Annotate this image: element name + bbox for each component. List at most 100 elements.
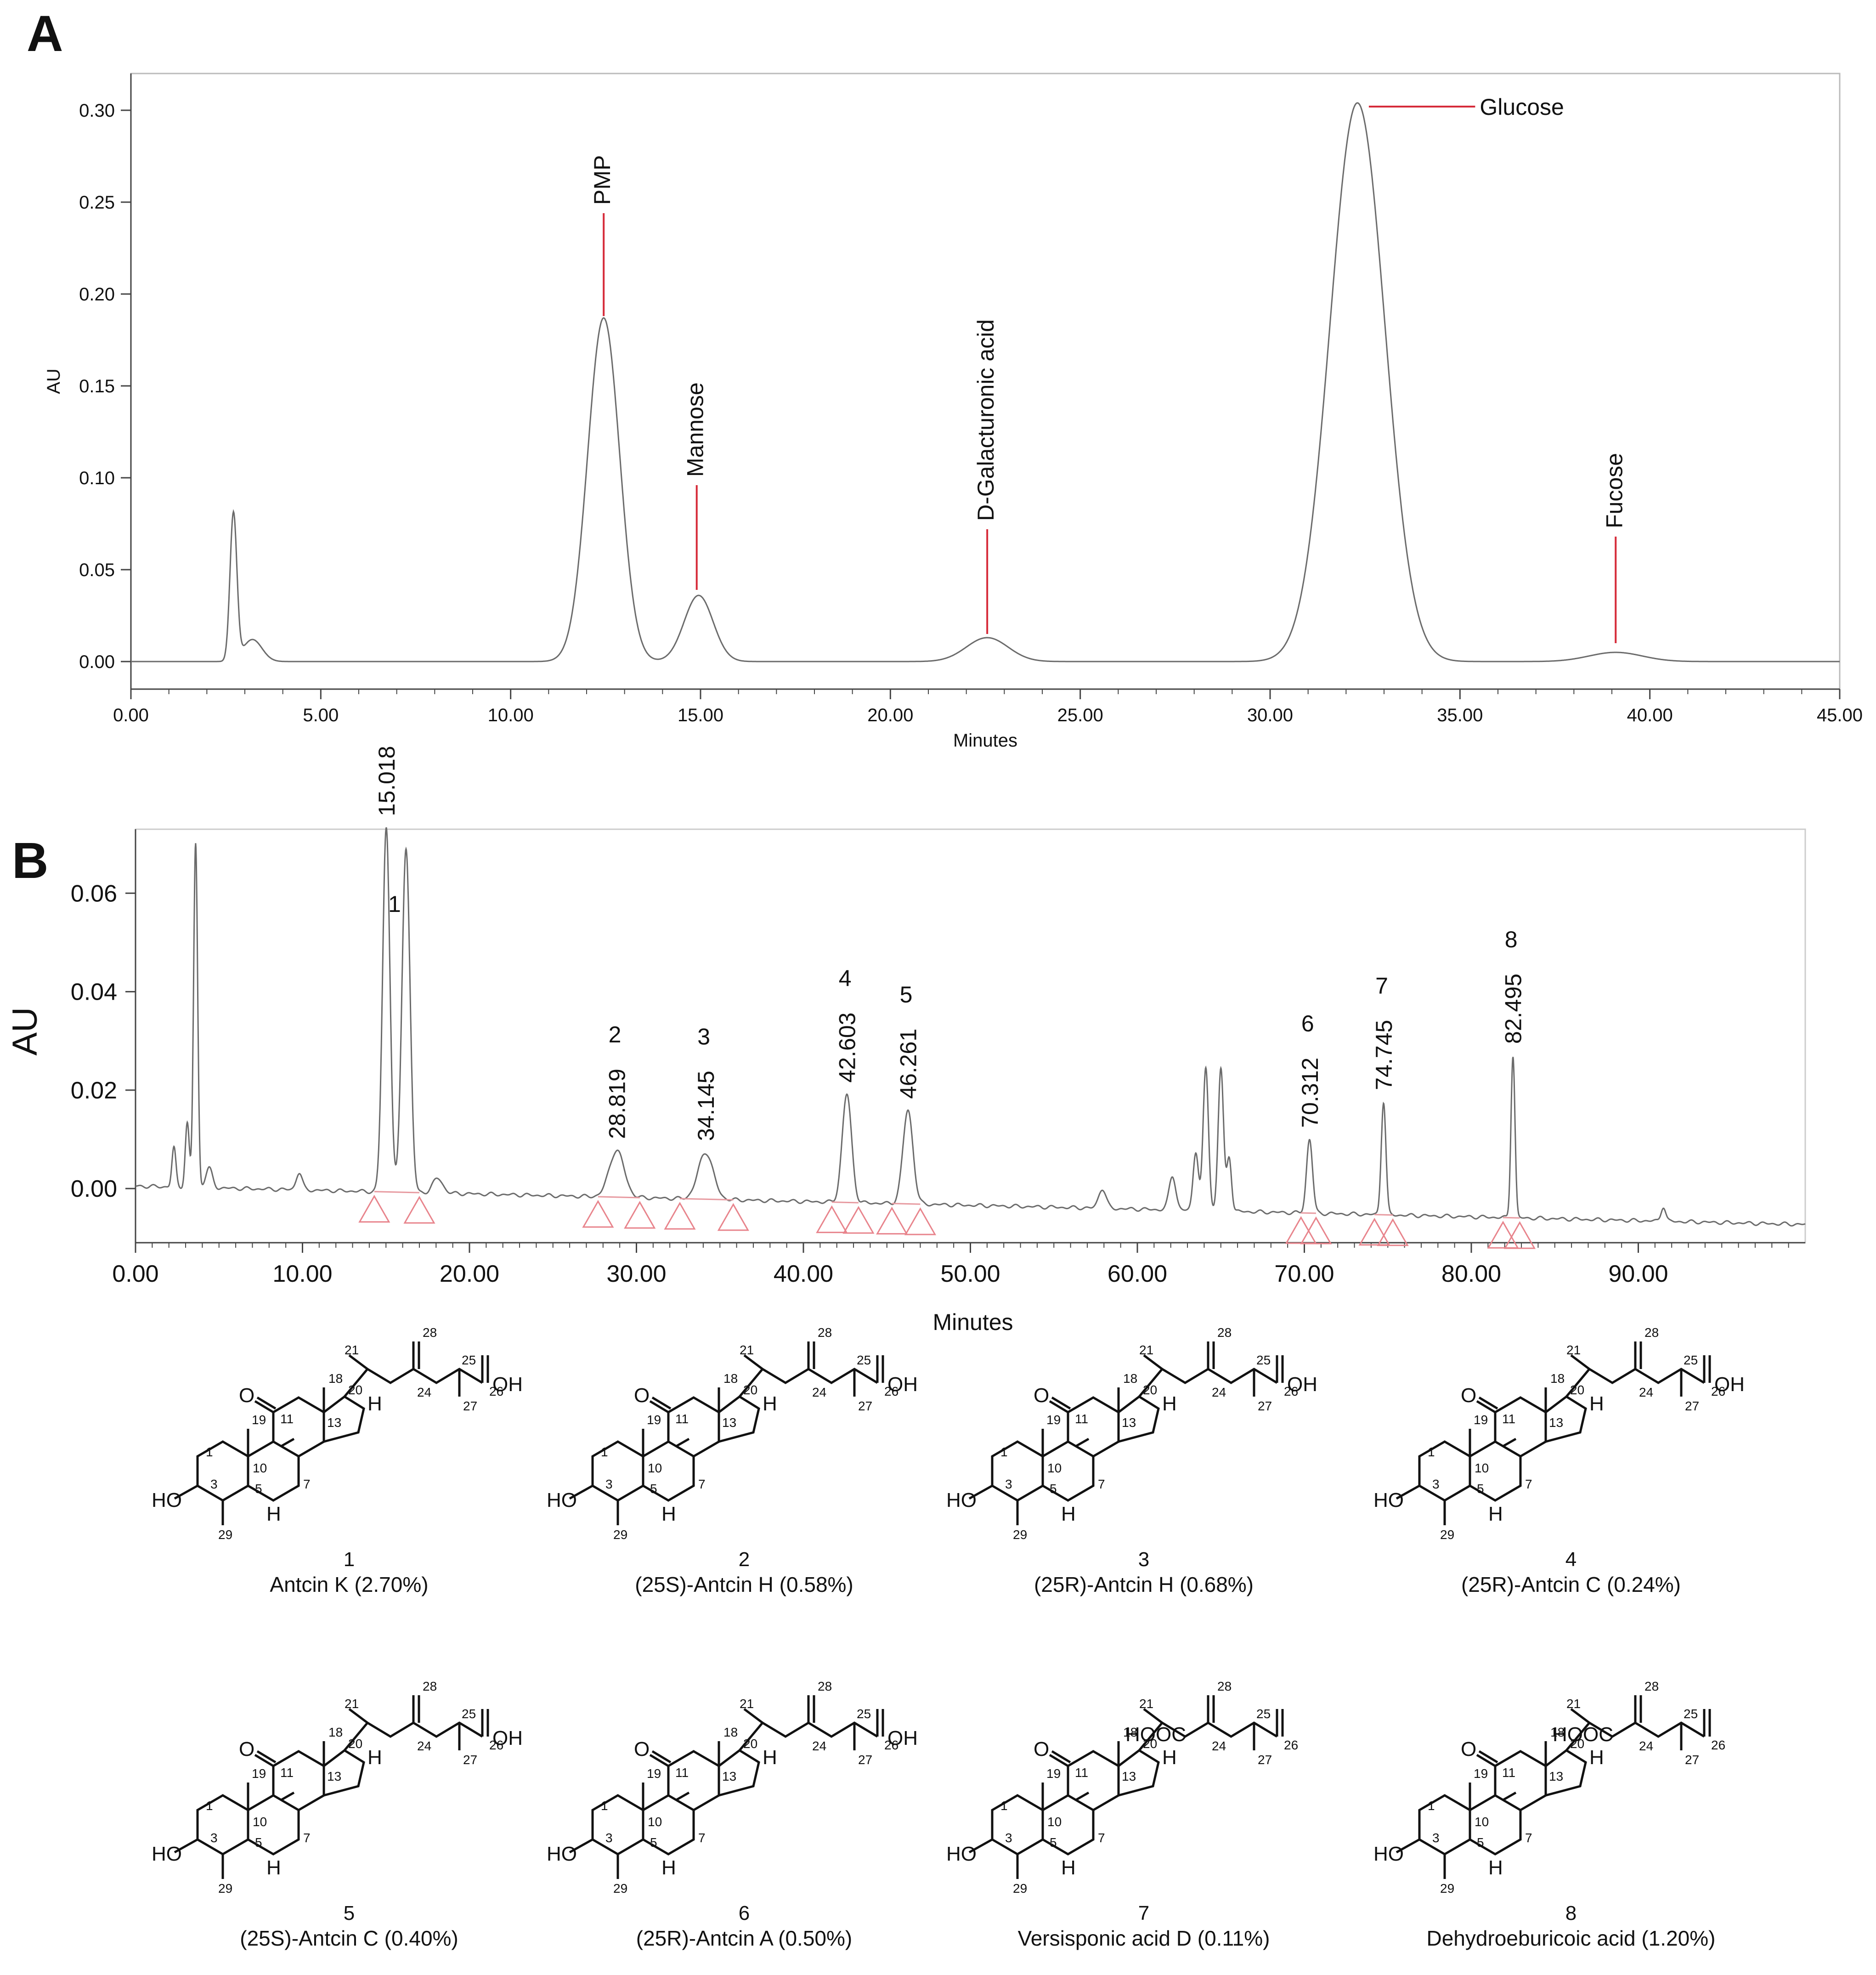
atom-label: H	[763, 1746, 777, 1769]
compound-caption: Dehydroeburicoic acid (1.20%)	[1426, 1926, 1716, 1950]
carbon-locant: 29	[613, 1528, 627, 1542]
atom-label: HOOC	[1125, 1723, 1186, 1746]
compound-number: 2	[738, 1548, 750, 1571]
compound-number: 7	[1138, 1902, 1150, 1924]
carbon-locant: 29	[218, 1528, 232, 1542]
x-tick-label-a: 10.00	[488, 705, 534, 725]
x-tick-label-b: 70.00	[1274, 1261, 1334, 1287]
atom-label: HOOC	[1553, 1723, 1613, 1746]
carbon-locant: 28	[1217, 1325, 1232, 1340]
x-axis-label-a: Minutes	[953, 730, 1017, 751]
compound-caption: (25S)-Antcin C (0.40%)	[240, 1926, 458, 1950]
carbon-locant: 13	[1549, 1769, 1563, 1783]
atom-label: O	[1034, 1738, 1049, 1760]
carbon-locant: 7	[303, 1831, 311, 1845]
carbon-locant: 20	[1143, 1383, 1157, 1397]
carbon-locant: 27	[1685, 1753, 1699, 1767]
integration-triangle	[1377, 1218, 1409, 1246]
chromatogram-b: 0.00 10.00 20.00 30.00 40.00 50.00 60.00 70.00 8…	[6, 746, 1806, 1335]
carbon-locant: 24	[1639, 1739, 1653, 1753]
carbon-locant: 3	[1005, 1477, 1012, 1491]
carbon-locant: 13	[327, 1415, 341, 1430]
carbon-locant: 1	[1428, 1445, 1435, 1459]
carbon-locant: 29	[1440, 1881, 1454, 1896]
carbon-locant: 25	[1684, 1353, 1698, 1367]
y-tick-label-b: 0.00	[71, 1176, 117, 1202]
carbon-locant: 18	[723, 1371, 738, 1386]
carbon-locant: 26	[884, 1738, 898, 1752]
atom-label: OH	[1287, 1373, 1317, 1396]
carbon-locant: 18	[1123, 1725, 1137, 1739]
atom-label: H	[367, 1746, 382, 1769]
integration-triangle	[1487, 1221, 1519, 1249]
atom-label: H	[1589, 1392, 1604, 1415]
compound-caption: (25R)-Antcin A (0.50%)	[636, 1926, 853, 1950]
carbon-locant: 20	[348, 1737, 362, 1751]
atom-label: HO	[1373, 1489, 1404, 1511]
carbon-locant: 20	[743, 1737, 757, 1751]
atom-label: O	[239, 1738, 254, 1760]
carbon-locant: 3	[1432, 1831, 1440, 1845]
atom-label: OH	[492, 1727, 523, 1749]
peak-number: 3	[697, 1024, 710, 1050]
carbon-locant: 21	[1566, 1343, 1581, 1357]
y-axis-label-a: AU	[44, 368, 64, 394]
x-tick-label-a: 5.00	[303, 705, 339, 725]
carbon-locant: 25	[1684, 1707, 1698, 1721]
carbon-locant: 11	[1502, 1766, 1515, 1780]
integration-baseline	[1503, 1217, 1520, 1219]
carbon-locant: 3	[605, 1477, 613, 1491]
integration-triangle	[1285, 1216, 1317, 1244]
atom-label: OH	[1714, 1373, 1745, 1396]
atom-label: H	[661, 1503, 676, 1525]
compound-caption: (25R)-Antcin H (0.68%)	[1034, 1573, 1254, 1596]
atom-label: HO	[946, 1489, 977, 1511]
carbon-locant: 19	[1474, 1413, 1488, 1427]
carbon-locant: 13	[722, 1415, 736, 1430]
atom-label: O	[1034, 1384, 1049, 1407]
carbon-locant: 3	[1005, 1831, 1012, 1845]
carbon-locant: 13	[722, 1769, 736, 1783]
carbon-locant: 5	[1050, 1835, 1057, 1850]
integration-baseline	[831, 1201, 859, 1204]
compound-card: OH HO O H H 1 3 5 7 10 11 13 18 19 20 21 24 25 26 27 28 29 6 (2…	[524, 1672, 965, 1957]
compound-card: OH HO O H H 1 3 5 7 10 11 13 18 19 20 21 24 25 26 27 28 29 5 (2…	[129, 1672, 570, 1957]
carbon-locant: 24	[417, 1739, 431, 1753]
atom-label: H	[367, 1392, 382, 1415]
atom-label: H	[1589, 1746, 1604, 1769]
peak-number: 1	[388, 891, 401, 917]
carbon-locant: 19	[647, 1413, 661, 1427]
carbon-locant: 27	[1258, 1399, 1272, 1413]
compound-card: OH HO O H H 1 3 5 7 10 11 13 18 19 20 21 24 25 26 27 28 29 3 (2…	[923, 1319, 1364, 1603]
carbon-locant: 5	[650, 1482, 657, 1496]
atom-label: H	[1162, 1746, 1177, 1769]
carbon-locant: 7	[1098, 1477, 1105, 1491]
y-tick-label-b: 0.06	[71, 880, 117, 907]
y-tick-label-a: 0.00	[79, 652, 115, 672]
atom-label: H	[266, 1856, 281, 1879]
compound-number: 5	[343, 1902, 355, 1924]
atom-label: O	[634, 1738, 650, 1760]
integration-triangle	[624, 1200, 656, 1229]
compound-number: 1	[343, 1548, 355, 1571]
carbon-locant: 11	[1075, 1766, 1088, 1780]
x-tick-label-a: 30.00	[1247, 705, 1293, 725]
peak-retention-time: 28.819	[605, 1069, 630, 1139]
carbon-locant: 13	[327, 1769, 341, 1783]
carbon-locant: 18	[328, 1371, 343, 1386]
compound-card: HO O H H HOOC 1 3 5 7 10 11 13 18 19 20 21 24 25 26 27 28 29 7…	[923, 1672, 1364, 1957]
peak-label-a: PMP	[589, 155, 615, 205]
carbon-locant: 24	[812, 1385, 826, 1399]
compound-caption: Versisponic acid D (0.11%)	[1017, 1926, 1270, 1950]
carbon-locant: 20	[1570, 1383, 1584, 1397]
peak-number: 4	[839, 966, 852, 991]
compound-card: OH HO O H H 1 3 5 7 10 11 13 18 19 20 21 24 25 26 27 28 29 4 (2…	[1350, 1319, 1791, 1603]
atom-label: O	[634, 1384, 650, 1407]
atom-label: HO	[547, 1843, 577, 1865]
